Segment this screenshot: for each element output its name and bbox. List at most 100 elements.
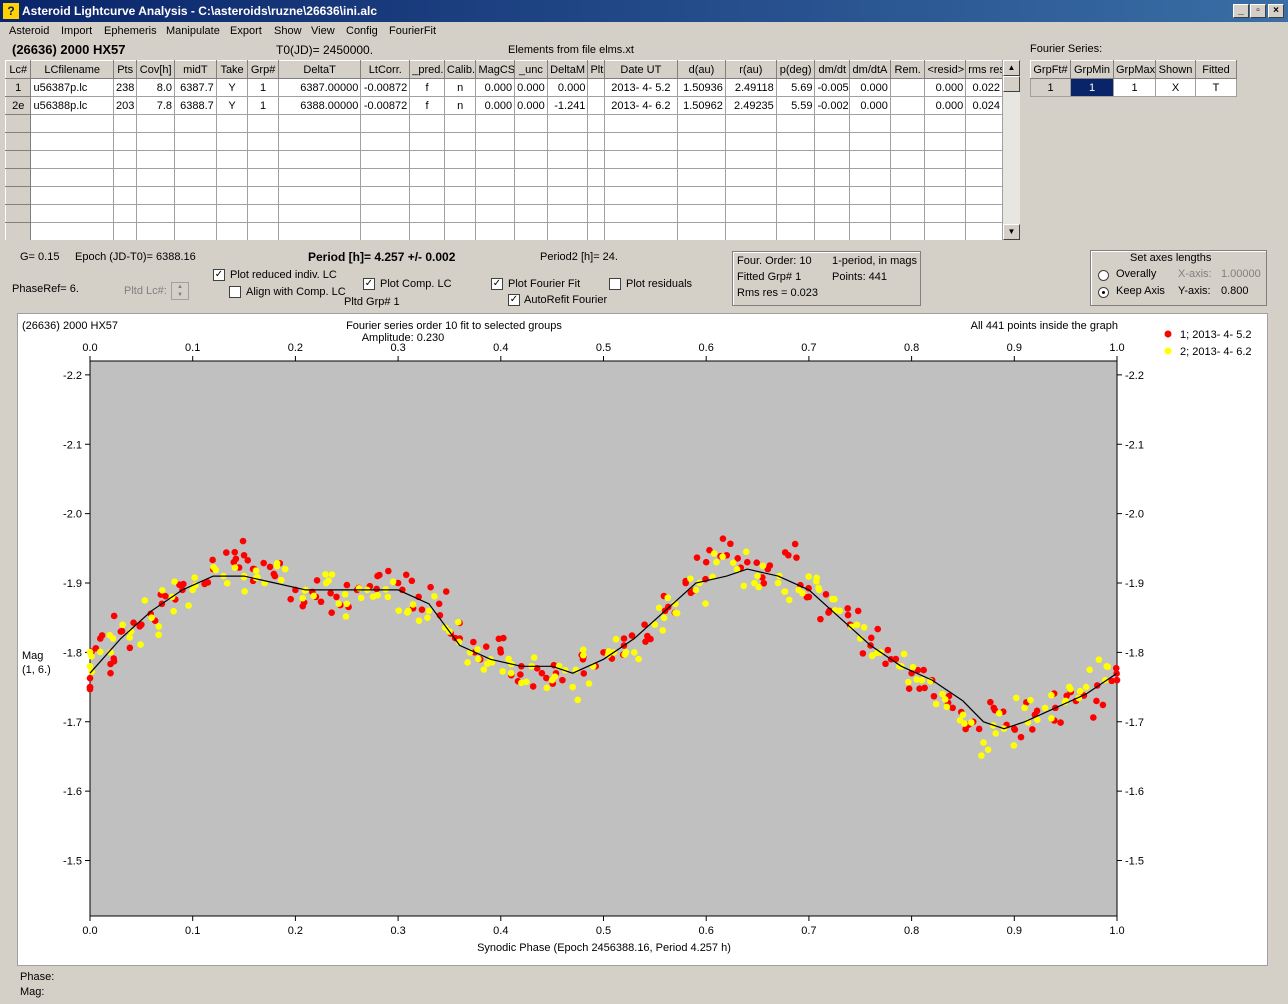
lc-cell[interactable] xyxy=(475,132,516,151)
lc-cell[interactable] xyxy=(174,204,217,223)
lc-cell[interactable] xyxy=(546,186,589,205)
lc-cell[interactable] xyxy=(677,150,726,169)
lc-cell[interactable] xyxy=(247,150,279,169)
lc-cell[interactable] xyxy=(814,150,851,169)
lc-cell[interactable] xyxy=(924,186,967,205)
lc-cell[interactable] xyxy=(889,222,926,240)
lc-cell[interactable] xyxy=(174,114,217,133)
lc-cell[interactable]: f xyxy=(409,78,445,97)
lc-empty-row[interactable] xyxy=(5,168,1003,187)
lc-cell[interactable] xyxy=(814,114,851,133)
lc-cell[interactable] xyxy=(30,168,114,187)
lc-cell[interactable] xyxy=(724,150,777,169)
lc-cell[interactable] xyxy=(360,150,411,169)
lc-cell[interactable] xyxy=(514,186,548,205)
lc-cell[interactable]: 1 xyxy=(247,78,279,97)
lc-cell[interactable] xyxy=(775,150,816,169)
lc-col-header[interactable]: DeltaM xyxy=(546,60,589,79)
maximize-button[interactable]: ▫ xyxy=(1250,4,1266,18)
lc-cell[interactable] xyxy=(215,222,249,240)
lc-cell[interactable]: 1.50962 xyxy=(677,96,726,115)
lc-cell[interactable] xyxy=(775,114,816,133)
lc-cell[interactable] xyxy=(587,186,605,205)
lc-cell[interactable] xyxy=(360,114,411,133)
lc-cell[interactable] xyxy=(965,168,1003,187)
lc-cell[interactable]: Y xyxy=(215,78,249,97)
lc-cell[interactable] xyxy=(546,114,589,133)
lc-cell[interactable]: 0.000 xyxy=(514,96,548,115)
lc-cell[interactable] xyxy=(814,222,851,240)
lc-cell[interactable]: 1.50936 xyxy=(677,78,726,97)
lc-col-header[interactable]: _unc xyxy=(514,60,548,79)
lc-cell[interactable] xyxy=(136,222,176,240)
lc-cell[interactable] xyxy=(775,222,816,240)
lc-cell[interactable] xyxy=(965,132,1003,151)
lc-cell[interactable]: 0.000 xyxy=(924,78,967,97)
lc-cell[interactable] xyxy=(924,204,967,223)
lc-cell[interactable] xyxy=(136,186,176,205)
lc-cell[interactable] xyxy=(174,168,217,187)
fourier-cell[interactable]: 1 xyxy=(1070,78,1114,97)
lc-cell[interactable] xyxy=(587,150,605,169)
fourier-col-header[interactable]: Fitted xyxy=(1195,60,1237,79)
menu-config[interactable]: Config xyxy=(346,25,378,37)
lc-cell[interactable] xyxy=(724,114,777,133)
lc-col-header[interactable]: p(deg) xyxy=(775,60,816,79)
lc-cell[interactable] xyxy=(849,204,891,223)
lc-cell[interactable] xyxy=(924,114,967,133)
lc-cell[interactable] xyxy=(514,168,548,187)
fourier-cell[interactable]: X xyxy=(1155,78,1196,97)
lc-cell[interactable] xyxy=(136,168,176,187)
lc-cell[interactable] xyxy=(443,132,477,151)
lc-col-header[interactable]: Date UT xyxy=(603,60,679,79)
lc-cell[interactable] xyxy=(965,114,1003,133)
lc-cell[interactable]: 0.000 xyxy=(514,78,548,97)
lc-cell[interactable]: 2013- 4- 5.2 xyxy=(603,78,679,97)
lc-row-header[interactable] xyxy=(5,132,32,151)
lc-cell[interactable] xyxy=(775,186,816,205)
lc-cell[interactable] xyxy=(215,150,249,169)
lc-col-header[interactable]: MagCS xyxy=(475,60,516,79)
lc-cell[interactable] xyxy=(677,114,726,133)
lc-cell[interactable] xyxy=(30,186,114,205)
menu-ephemeris[interactable]: Ephemeris xyxy=(104,25,157,37)
lc-cell[interactable] xyxy=(136,132,176,151)
lc-cell[interactable] xyxy=(215,186,249,205)
y-axis-value[interactable]: 0.800 xyxy=(1221,285,1249,297)
lc-col-header[interactable]: dm/dt xyxy=(814,60,851,79)
lc-col-header[interactable]: LCfilename xyxy=(30,60,114,79)
lc-cell[interactable] xyxy=(849,114,891,133)
lc-cell[interactable]: 0.000 xyxy=(546,78,589,97)
fourier-col-header[interactable]: GrpMin xyxy=(1070,60,1114,79)
lc-cell[interactable]: f xyxy=(409,96,445,115)
lc-cell[interactable]: 0.000 xyxy=(475,78,516,97)
fourier-col-header[interactable]: GrpMax xyxy=(1113,60,1156,79)
fourier-cell[interactable]: 1 xyxy=(1113,78,1156,97)
overally-radio[interactable] xyxy=(1098,270,1109,281)
lc-cell[interactable] xyxy=(112,186,138,205)
lc-cell[interactable] xyxy=(849,150,891,169)
lc-cell[interactable] xyxy=(360,186,411,205)
lc-cell[interactable] xyxy=(443,222,477,240)
lc-cell[interactable] xyxy=(409,114,445,133)
lc-cell[interactable] xyxy=(889,78,926,97)
lc-cell[interactable] xyxy=(215,114,249,133)
lc-cell[interactable] xyxy=(546,150,589,169)
lc-cell[interactable] xyxy=(475,168,516,187)
lc-cell[interactable] xyxy=(30,132,114,151)
lc-cell[interactable] xyxy=(360,132,411,151)
lc-cell[interactable] xyxy=(409,186,445,205)
lc-cell[interactable]: 0.000 xyxy=(849,96,891,115)
menu-import[interactable]: Import xyxy=(61,25,93,37)
lc-cell[interactable] xyxy=(889,168,926,187)
lc-cell[interactable]: 5.69 xyxy=(775,78,816,97)
lc-col-header[interactable]: LtCorr. xyxy=(360,60,411,79)
lc-cell[interactable] xyxy=(443,150,477,169)
lc-cell[interactable] xyxy=(112,204,138,223)
lc-cell[interactable] xyxy=(514,204,548,223)
lc-cell[interactable]: 2013- 4- 6.2 xyxy=(603,96,679,115)
lc-cell[interactable] xyxy=(587,114,605,133)
lc-cell[interactable] xyxy=(724,222,777,240)
lc-cell[interactable] xyxy=(546,168,589,187)
lc-col-header[interactable]: Grp# xyxy=(247,60,279,79)
